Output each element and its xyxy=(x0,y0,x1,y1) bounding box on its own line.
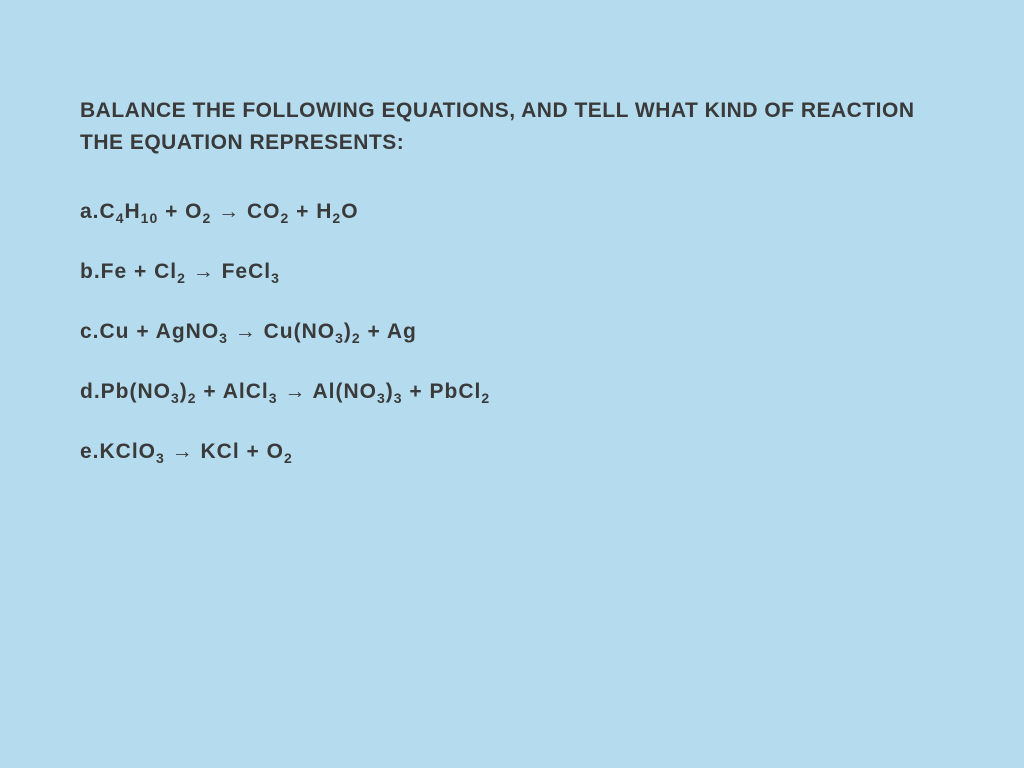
subscript: 3 xyxy=(219,330,228,346)
subscript: 3 xyxy=(394,390,403,406)
equation-text: + AlCl xyxy=(197,380,269,403)
equation-text: KCl + O xyxy=(194,440,284,463)
equation-body: KClO3 → KCl + O2 xyxy=(100,440,293,463)
equation-text: + H xyxy=(289,200,332,223)
equation-text: + O xyxy=(158,200,202,223)
equation-line: a.C4H10 + O2 → CO2 + H2O xyxy=(80,200,944,224)
subscript: 2 xyxy=(352,330,361,346)
subscript: 3 xyxy=(269,390,278,406)
equation-text: ) xyxy=(180,380,188,403)
subscript: 2 xyxy=(481,390,490,406)
equation-body: C4H10 + O2 → CO2 + H2O xyxy=(100,200,359,223)
subscript: 2 xyxy=(284,450,293,466)
equation-text: Al(NO xyxy=(306,380,377,403)
equation-text: O xyxy=(341,200,358,223)
arrow-icon: → xyxy=(193,260,215,283)
equation-text: CO xyxy=(240,200,280,223)
subscript: 2 xyxy=(177,270,186,286)
subscript: 3 xyxy=(335,330,344,346)
subscript: 2 xyxy=(281,210,290,226)
subscript: 3 xyxy=(377,390,386,406)
equation-label: a. xyxy=(80,200,100,223)
subscript: 2 xyxy=(188,390,197,406)
equation-label: d. xyxy=(80,380,101,403)
subscript: 3 xyxy=(271,270,280,286)
equation-text: ) xyxy=(344,320,352,343)
equation-list: a.C4H10 + O2 → CO2 + H2Ob.Fe + Cl2 → FeC… xyxy=(80,200,944,464)
equation-text: + PbCl xyxy=(403,380,482,403)
equation-line: b.Fe + Cl2 → FeCl3 xyxy=(80,260,944,284)
subscript: 10 xyxy=(141,210,159,226)
equation-text xyxy=(165,440,172,463)
arrow-icon: → xyxy=(172,440,194,463)
equation-label: e. xyxy=(80,440,100,463)
arrow-icon: → xyxy=(218,200,240,223)
equation-text: H xyxy=(124,200,140,223)
equation-label: c. xyxy=(80,320,100,343)
equation-text: Cu(NO xyxy=(257,320,335,343)
equation-text: + Ag xyxy=(361,320,417,343)
equation-label: b. xyxy=(80,260,101,283)
equation-text: C xyxy=(100,200,116,223)
equation-line: d.Pb(NO3)2 + AlCl3 → Al(NO3)3 + PbCl2 xyxy=(80,380,944,404)
equation-text: ) xyxy=(386,380,394,403)
equation-text xyxy=(228,320,235,343)
slide-heading: Balance the following equations, and tel… xyxy=(80,95,944,158)
equation-text: KClO xyxy=(100,440,157,463)
subscript: 2 xyxy=(203,210,212,226)
equation-line: c.Cu + AgNO3 → Cu(NO3)2 + Ag xyxy=(80,320,944,344)
equation-line: e.KClO3 → KCl + O2 xyxy=(80,440,944,464)
subscript: 3 xyxy=(171,390,180,406)
equation-text: Pb(NO xyxy=(101,380,171,403)
subscript: 2 xyxy=(332,210,341,226)
equation-body: Cu + AgNO3 → Cu(NO3)2 + Ag xyxy=(100,320,417,343)
equation-text: Cu + AgNO xyxy=(100,320,220,343)
equation-body: Pb(NO3)2 + AlCl3 → Al(NO3)3 + PbCl2 xyxy=(101,380,490,403)
arrow-icon: → xyxy=(235,320,257,343)
equation-text: Fe + Cl xyxy=(101,260,177,283)
arrow-icon: → xyxy=(284,380,306,403)
equation-text: FeCl xyxy=(215,260,271,283)
equation-body: Fe + Cl2 → FeCl3 xyxy=(101,260,280,283)
equation-text xyxy=(186,260,193,283)
subscript: 3 xyxy=(156,450,165,466)
